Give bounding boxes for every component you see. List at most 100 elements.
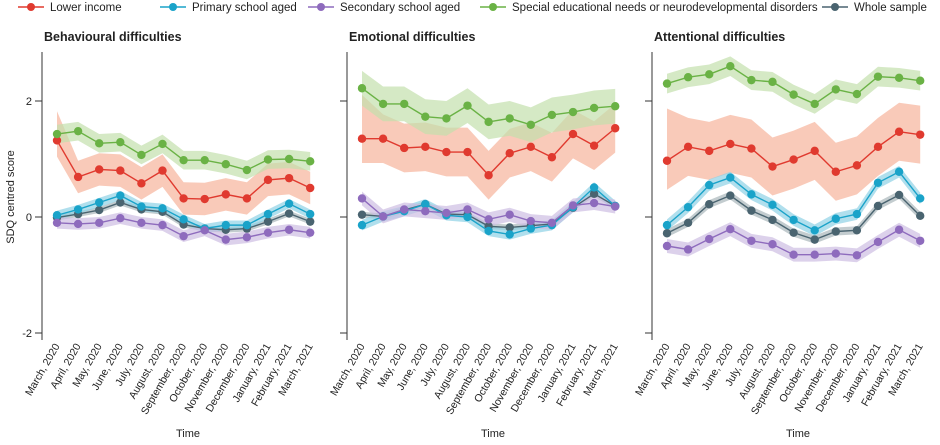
data-point [284, 209, 294, 218]
x-axis-label: Time [481, 428, 505, 440]
data-point [547, 110, 557, 120]
data-point [378, 212, 388, 221]
data-point [852, 89, 862, 99]
data-point [705, 234, 714, 244]
data-point [73, 219, 83, 229]
panel-title: Behavioural difficulties [44, 30, 182, 44]
ci-band [667, 102, 921, 201]
panel-title: Attentional difficulties [654, 30, 785, 44]
data-point [789, 228, 798, 237]
data-point [662, 156, 672, 165]
data-point [789, 90, 798, 99]
data-point [179, 215, 188, 224]
data-point [683, 218, 693, 227]
data-point [263, 155, 273, 164]
data-point [810, 146, 819, 156]
data-point [421, 207, 430, 216]
data-point [95, 165, 104, 174]
data-point [568, 107, 578, 117]
data-point [357, 84, 367, 93]
data-point [442, 147, 451, 157]
data-point [726, 139, 735, 149]
data-point [221, 220, 230, 230]
data-point [221, 160, 230, 169]
y-tick-label: -2 [22, 328, 32, 340]
data-point [484, 117, 493, 127]
data-point [200, 155, 209, 165]
data-point [894, 167, 904, 176]
data-point [747, 236, 756, 245]
data-point [116, 191, 125, 200]
data-point [831, 227, 840, 236]
data-point [662, 220, 672, 230]
data-point [306, 228, 315, 237]
data-point [705, 200, 714, 209]
data-point [306, 217, 315, 226]
data-point [95, 218, 104, 227]
data-point [789, 215, 798, 225]
data-point [463, 101, 472, 110]
y-tick-label: 2 [26, 96, 32, 108]
data-point [873, 178, 883, 187]
data-point [357, 194, 367, 203]
data-point [852, 209, 862, 219]
data-point [484, 171, 493, 180]
data-point [242, 220, 252, 230]
data-point [526, 216, 535, 226]
data-point [95, 205, 104, 215]
data-point [789, 250, 798, 259]
data-point [421, 112, 430, 121]
data-point [137, 202, 146, 211]
data-point [306, 183, 315, 193]
ci-band [667, 165, 921, 237]
data-point [357, 134, 367, 143]
data-point [179, 194, 188, 203]
data-point [263, 217, 273, 226]
data-point [768, 215, 777, 225]
data-point [95, 139, 104, 148]
data-point [378, 134, 388, 143]
data-point [158, 139, 167, 149]
data-point [158, 166, 167, 175]
data-point [137, 150, 146, 160]
data-point [200, 194, 209, 204]
y-tick-label: 0 [26, 212, 32, 224]
data-point [747, 190, 756, 199]
data-point [852, 161, 862, 170]
data-point [73, 205, 83, 214]
panel-title: Emotional difficulties [349, 30, 475, 44]
data-point [662, 241, 672, 251]
data-point [116, 166, 125, 175]
data-point [52, 211, 62, 220]
data-point [463, 212, 472, 222]
data-point [611, 102, 620, 111]
data-point [589, 103, 599, 113]
data-point [747, 144, 756, 153]
legend-marker [169, 3, 177, 11]
data-point [768, 162, 777, 171]
ci-band [57, 111, 311, 216]
data-point [526, 224, 535, 233]
data-point [589, 141, 599, 150]
data-point [421, 200, 430, 209]
data-point [568, 129, 578, 139]
data-point [400, 205, 409, 214]
data-point [200, 226, 209, 235]
data-point [662, 229, 672, 238]
data-point [810, 226, 819, 235]
data-point [484, 226, 493, 236]
data-point [683, 245, 693, 254]
data-point [589, 189, 599, 198]
x-axis-label: Time [786, 428, 810, 440]
data-point [263, 175, 273, 185]
data-point [810, 250, 819, 259]
ci-band [362, 70, 616, 143]
data-point [873, 142, 883, 152]
data-point [705, 180, 714, 190]
data-point [378, 99, 388, 109]
data-point [158, 220, 167, 230]
data-point [137, 179, 146, 188]
data-point [484, 215, 493, 224]
data-point [116, 213, 125, 223]
legend-label: Lower income [50, 2, 122, 14]
